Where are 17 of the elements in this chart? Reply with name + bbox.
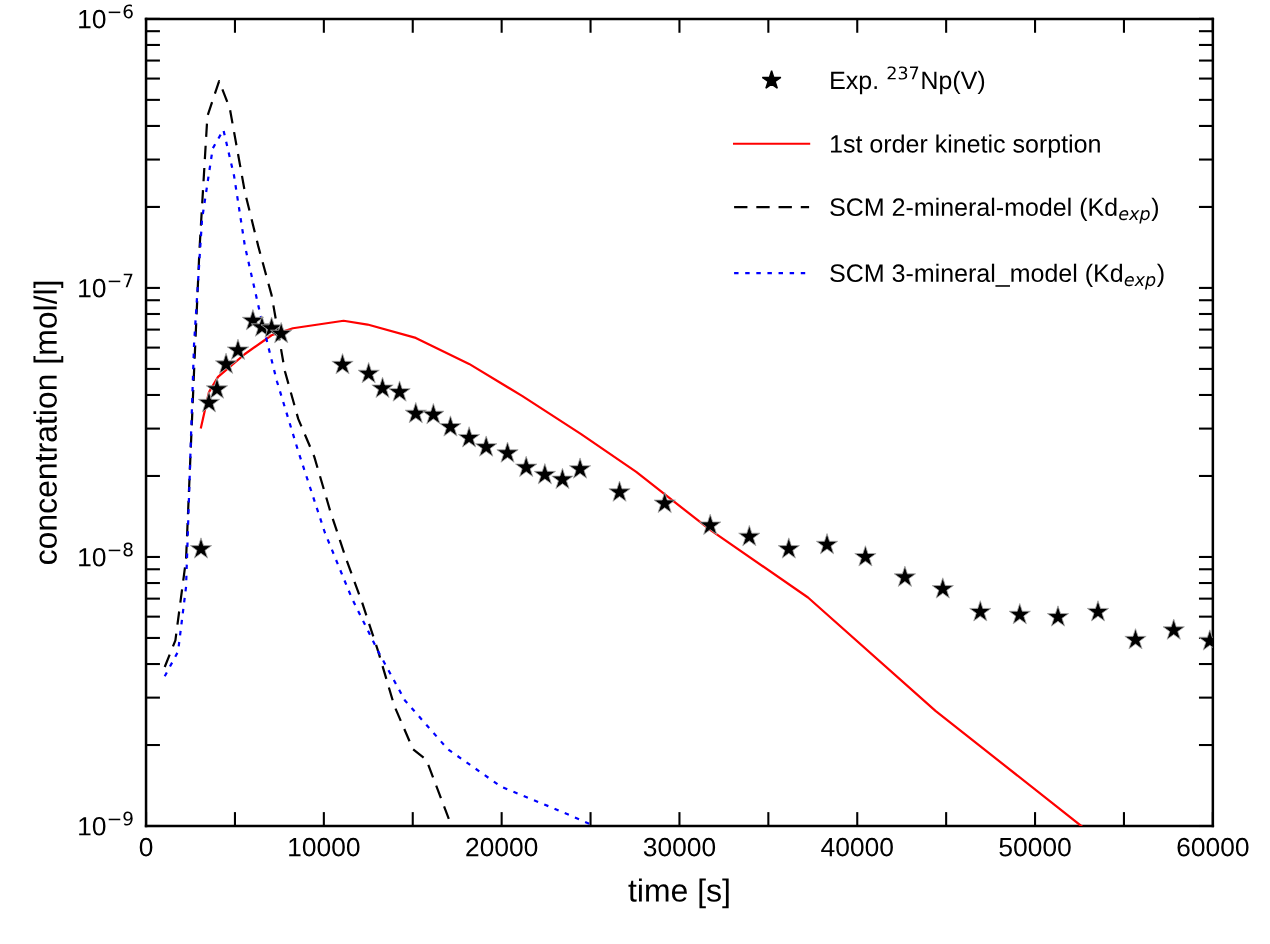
x-tick-label: 60000 <box>1177 837 1249 857</box>
x-tick-label: 40000 <box>821 837 893 857</box>
y-tick-label: 10$^{−9}$ <box>79 811 133 836</box>
legend-label: SCM 2-mineral-model (Kd$_{exp}$) <box>830 197 1158 224</box>
x-tick-label: 0 <box>139 837 153 857</box>
x-tick-label: 10000 <box>289 837 360 857</box>
x-tick-label: 30000 <box>643 837 716 857</box>
y-axis-title: concentration [mol/l] <box>33 281 64 564</box>
y-tick-label: 10$^{−7}$ <box>79 273 133 298</box>
legend-label: Exp. $^{237}$Np(V) <box>831 66 985 95</box>
legend-label: SCM 3-mineral_model (Kd$_{exp}$) <box>830 263 1164 290</box>
x-axis-title: time [s] <box>628 878 729 909</box>
y-tick-label: 10$^{−8}$ <box>79 542 133 567</box>
legend-label: 1st order kinetic sorption <box>831 134 1100 158</box>
x-tick-label: 50000 <box>999 837 1071 857</box>
y-tick-label: 10$^{−6}$ <box>79 4 133 29</box>
x-tick-label: 20000 <box>466 837 538 857</box>
